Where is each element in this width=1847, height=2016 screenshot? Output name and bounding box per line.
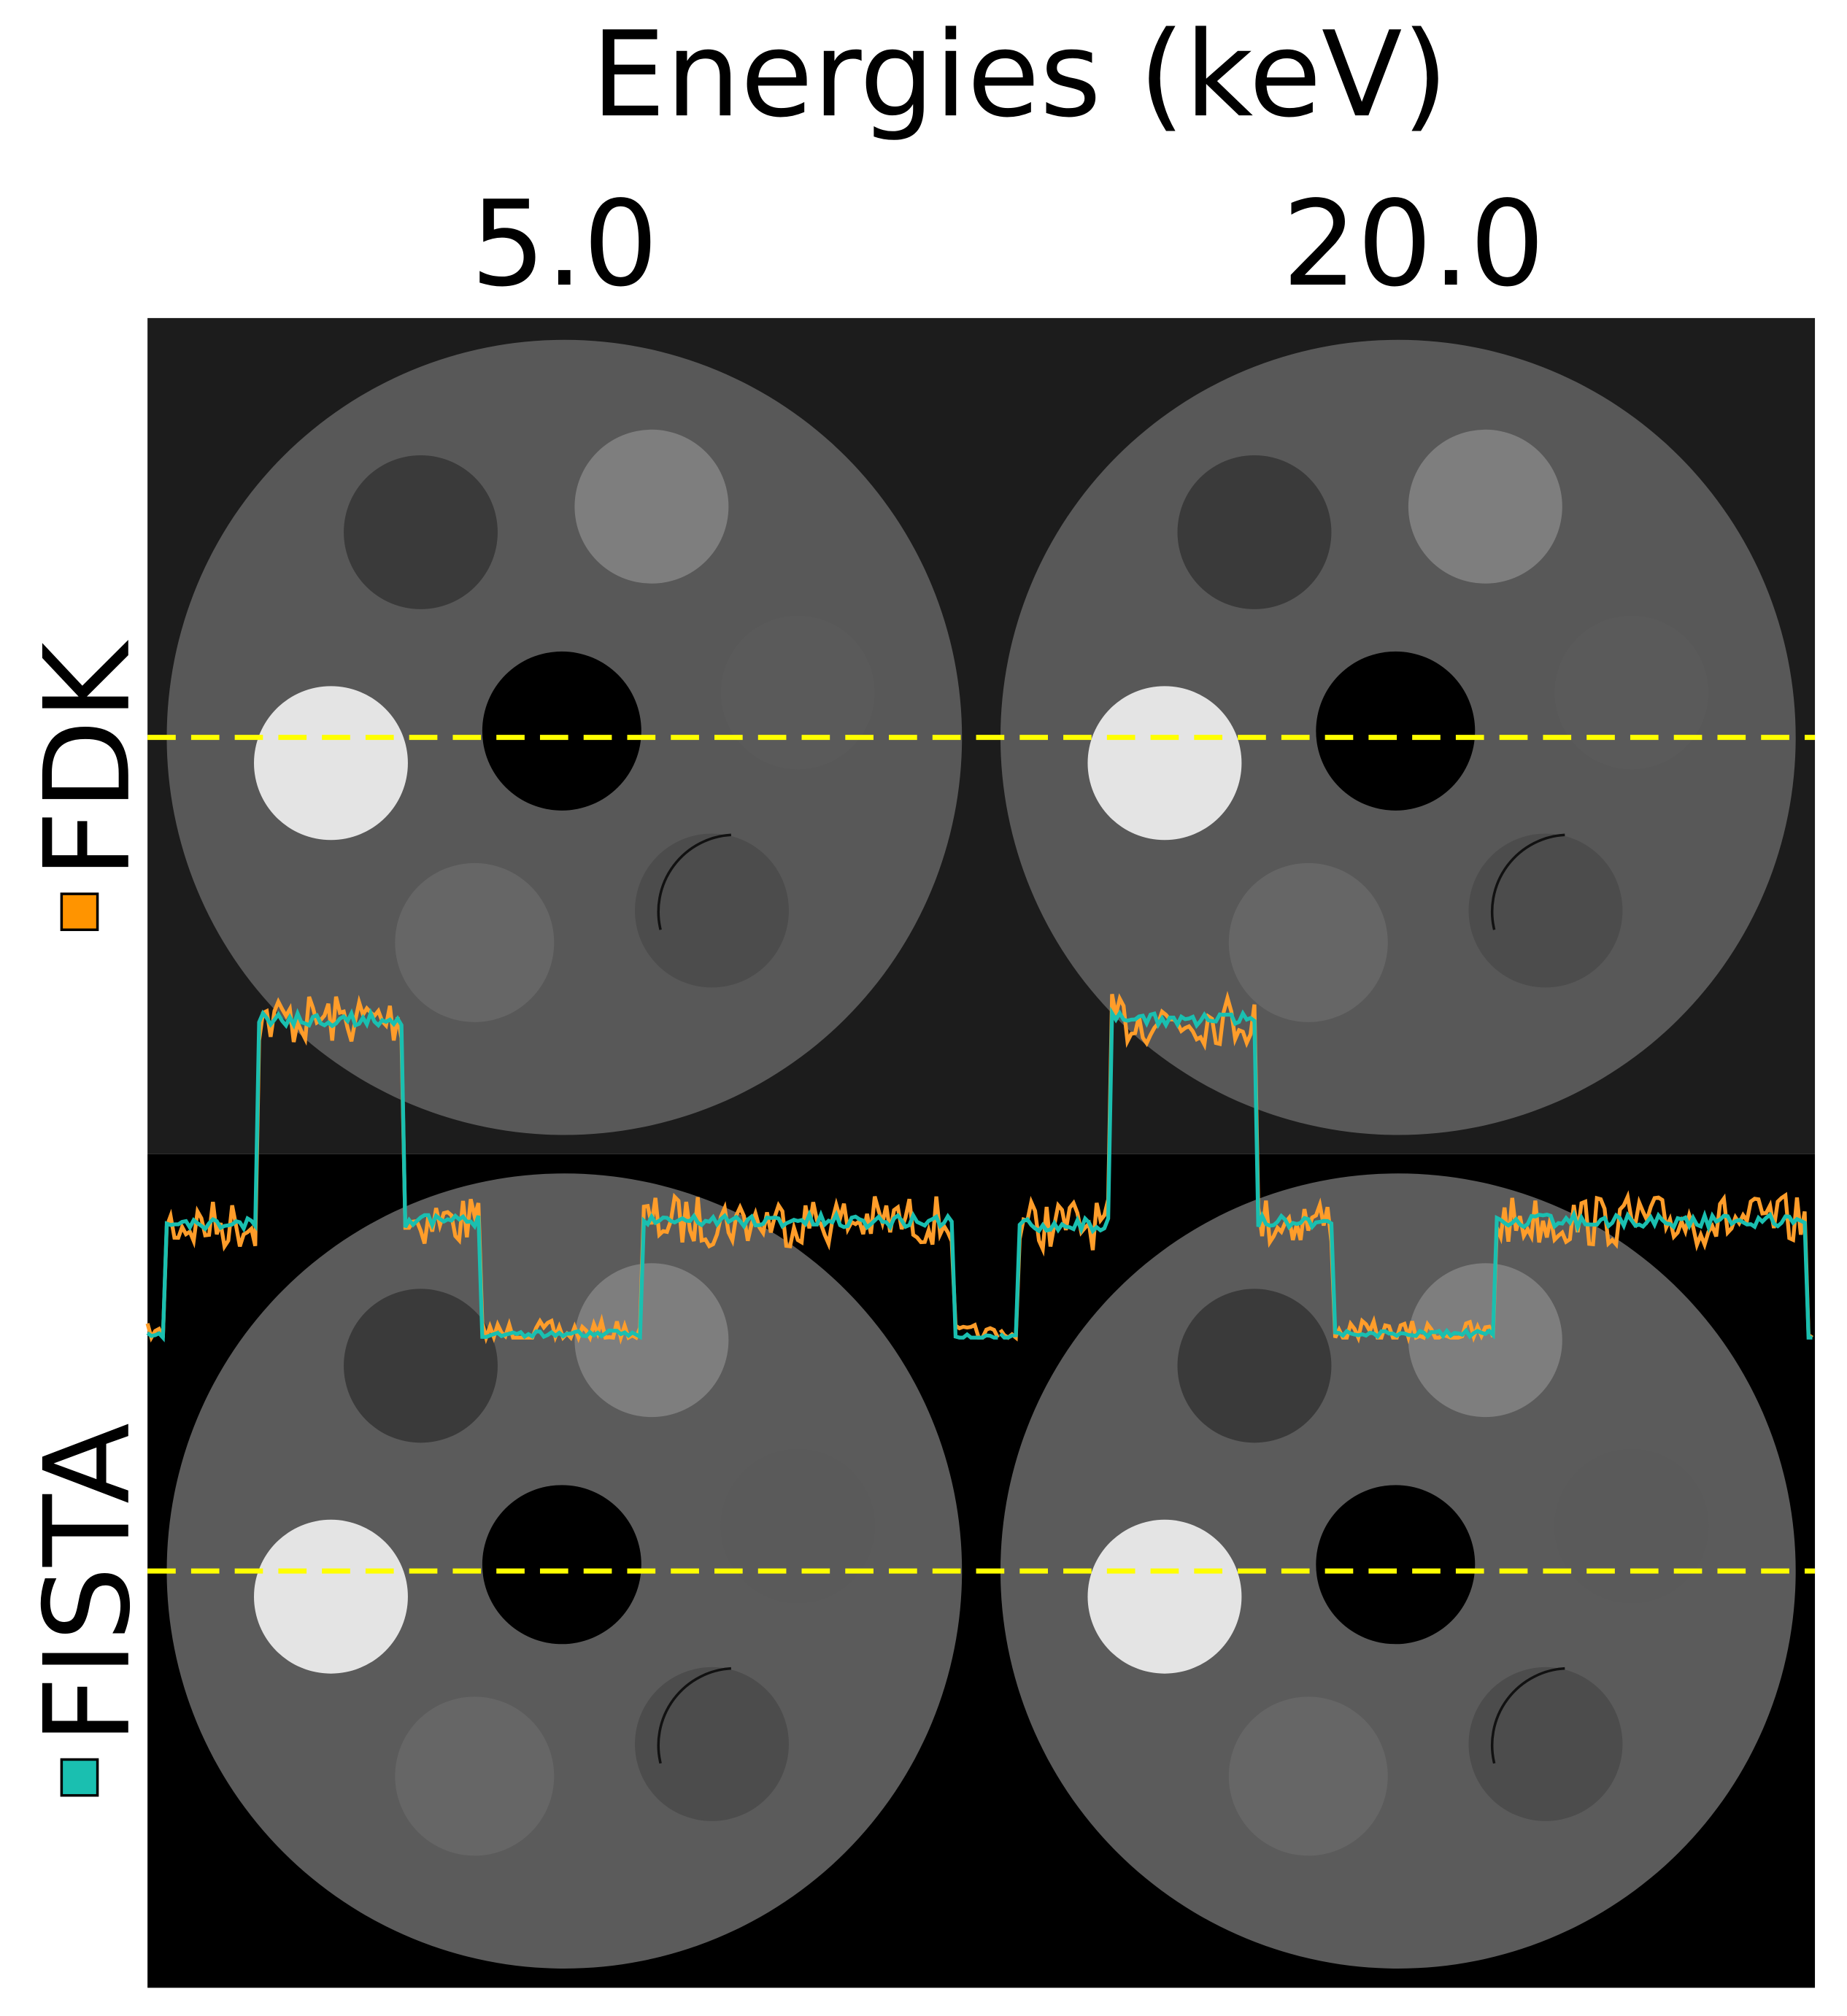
insert bbox=[254, 1519, 408, 1674]
insert bbox=[1408, 429, 1562, 584]
column-label: 20.0 bbox=[1282, 176, 1545, 313]
panels bbox=[145, 317, 1816, 1988]
insert bbox=[1468, 1667, 1623, 1821]
intensity-profile bbox=[146, 1008, 998, 1343]
insert bbox=[635, 1667, 789, 1821]
insert bbox=[1554, 615, 1709, 770]
insert bbox=[720, 615, 875, 770]
insert bbox=[1468, 833, 1623, 988]
row-label: FISTA bbox=[20, 1423, 157, 1744]
insert bbox=[720, 1449, 875, 1604]
edge-artifact bbox=[1490, 833, 1565, 930]
insert bbox=[1087, 1519, 1242, 1674]
insert bbox=[1408, 1263, 1562, 1418]
insert bbox=[1554, 1449, 1709, 1604]
insert bbox=[395, 862, 555, 1022]
insert bbox=[482, 651, 641, 811]
insert bbox=[1177, 455, 1332, 609]
column-label: 5.0 bbox=[471, 176, 658, 313]
legend-swatch bbox=[60, 892, 99, 932]
edge-artifact bbox=[657, 833, 731, 930]
insert bbox=[1087, 686, 1242, 841]
insert bbox=[1228, 1696, 1388, 1856]
row-label: FDK bbox=[20, 639, 157, 878]
edge-artifact bbox=[1490, 1667, 1565, 1764]
insert bbox=[1228, 862, 1388, 1022]
figure-title: Energies (keV) bbox=[591, 7, 1449, 144]
row-label-group: FISTA bbox=[20, 1423, 157, 1797]
insert bbox=[482, 1485, 641, 1645]
insert bbox=[1316, 1485, 1476, 1645]
row-label-group: FDK bbox=[20, 639, 157, 932]
intensity-profile bbox=[998, 990, 1814, 1345]
insert bbox=[1177, 1289, 1332, 1443]
insert bbox=[574, 1263, 729, 1418]
insert bbox=[254, 686, 408, 841]
insert bbox=[344, 1289, 498, 1443]
insert bbox=[395, 1696, 555, 1856]
insert bbox=[344, 455, 498, 609]
legend-swatch bbox=[60, 1758, 99, 1797]
insert bbox=[635, 833, 789, 988]
intensity-profile bbox=[999, 1006, 1813, 1340]
insert bbox=[1316, 651, 1476, 811]
insert bbox=[574, 429, 729, 584]
edge-artifact bbox=[657, 1667, 731, 1764]
